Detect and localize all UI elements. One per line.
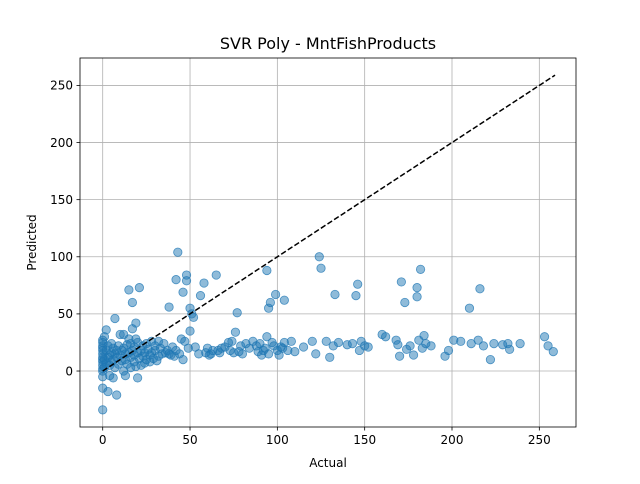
data-point	[112, 390, 122, 400]
data-point	[419, 331, 429, 341]
y-tick-label: 250	[50, 79, 73, 93]
data-point	[412, 283, 422, 293]
data-point	[351, 291, 361, 301]
data-point	[103, 386, 113, 397]
data-point	[363, 342, 373, 352]
data-point	[395, 351, 405, 361]
data-point	[311, 349, 321, 359]
grid	[80, 58, 576, 427]
y-tick-label: 200	[50, 136, 73, 150]
data-point	[408, 350, 419, 360]
data-point	[127, 297, 137, 308]
data-point	[286, 336, 296, 346]
data-point	[131, 318, 141, 328]
data-point	[539, 332, 550, 342]
data-point	[290, 347, 300, 357]
data-point	[237, 349, 248, 359]
data-point	[353, 279, 363, 289]
data-point	[325, 352, 335, 362]
data-point	[173, 247, 183, 257]
data-point	[333, 337, 344, 348]
data-point	[230, 327, 241, 337]
data-point	[262, 332, 272, 342]
data-point	[232, 308, 242, 318]
data-point	[400, 297, 410, 308]
data-point	[178, 354, 188, 365]
x-axis-label: Actual	[309, 456, 347, 470]
data-point	[265, 297, 275, 308]
y-tick-label: 0	[65, 364, 73, 378]
data-point	[171, 275, 181, 285]
data-point	[101, 325, 111, 335]
data-point	[108, 373, 118, 383]
data-point	[133, 373, 143, 383]
data-point	[548, 347, 558, 357]
data-point	[120, 370, 131, 381]
data-point	[110, 313, 120, 324]
plot-area-frame	[79, 57, 577, 428]
data-point	[262, 265, 272, 276]
y-axis-ticks: 0 50 100 150 200 250	[50, 79, 80, 378]
data-point	[347, 339, 358, 349]
data-point	[178, 287, 188, 297]
data-point	[393, 340, 403, 350]
y-tick-label: 50	[58, 307, 73, 321]
data-point	[279, 295, 289, 305]
data-point	[164, 302, 174, 312]
data-point	[475, 284, 485, 294]
data-point	[478, 341, 489, 351]
data-point	[381, 332, 391, 342]
data-point	[185, 326, 195, 336]
data-point	[124, 285, 134, 295]
data-point	[489, 339, 499, 349]
data-point	[298, 342, 309, 352]
x-axis-ticks: 0 50 100 150 200 250	[99, 427, 551, 447]
data-point	[199, 278, 209, 288]
reference-line	[102, 74, 556, 372]
x-tick-label: 100	[266, 433, 289, 447]
data-point	[396, 277, 406, 287]
y-axis-label: Predicted	[25, 214, 39, 270]
data-point	[505, 344, 515, 354]
data-point	[405, 341, 415, 351]
data-point	[473, 335, 483, 345]
data-point	[98, 405, 108, 415]
y-tick-label: 100	[50, 250, 73, 264]
data-point	[195, 291, 206, 301]
data-point	[227, 336, 237, 346]
data-point	[485, 354, 496, 365]
data-point	[321, 336, 331, 346]
data-point	[515, 339, 525, 349]
data-point	[443, 345, 454, 356]
data-point	[543, 341, 553, 351]
data-point	[307, 336, 317, 346]
x-tick-label: 0	[99, 433, 107, 447]
data-point	[456, 336, 466, 346]
data-point	[181, 276, 192, 286]
data-point	[415, 264, 426, 274]
x-tick-label: 250	[528, 433, 551, 447]
data-point	[271, 289, 281, 300]
data-point	[316, 263, 326, 273]
data-point	[134, 283, 144, 293]
data-point	[211, 270, 221, 280]
data-point	[314, 252, 324, 262]
data-point	[464, 303, 475, 313]
y-tick-label: 150	[50, 193, 73, 207]
data-point	[330, 289, 340, 300]
x-tick-label: 150	[353, 433, 376, 447]
x-tick-label: 200	[441, 433, 464, 447]
x-tick-label: 50	[182, 433, 197, 447]
chart-title: SVR Poly - MntFishProducts	[220, 34, 436, 53]
data-point	[264, 349, 274, 359]
data-point	[412, 292, 422, 302]
data-point	[188, 312, 199, 322]
data-point	[426, 341, 436, 351]
